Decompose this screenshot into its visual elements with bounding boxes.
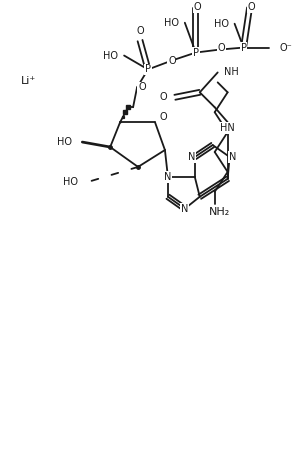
Text: N: N — [181, 204, 189, 214]
Text: P: P — [241, 42, 247, 53]
Text: N: N — [164, 172, 172, 182]
Text: Li⁺: Li⁺ — [21, 76, 36, 87]
Text: O: O — [168, 55, 176, 65]
Text: NH₂: NH₂ — [209, 207, 230, 216]
Text: P: P — [145, 64, 151, 74]
Text: HO: HO — [103, 51, 118, 60]
Text: HO: HO — [63, 177, 78, 187]
Text: HN: HN — [220, 123, 235, 133]
Text: O: O — [138, 83, 146, 92]
Text: N: N — [188, 152, 196, 162]
Text: HO: HO — [57, 137, 72, 147]
Text: O: O — [248, 2, 255, 12]
Text: P: P — [193, 47, 199, 58]
Text: N: N — [229, 152, 236, 162]
Text: O: O — [159, 92, 167, 102]
Text: O: O — [194, 2, 202, 12]
Text: HO: HO — [164, 18, 179, 28]
Text: HO: HO — [213, 19, 229, 29]
Text: O: O — [136, 26, 144, 36]
Text: O: O — [159, 112, 167, 122]
Text: O⁻: O⁻ — [279, 42, 292, 53]
Text: NH: NH — [224, 68, 238, 78]
Text: O: O — [218, 42, 225, 53]
